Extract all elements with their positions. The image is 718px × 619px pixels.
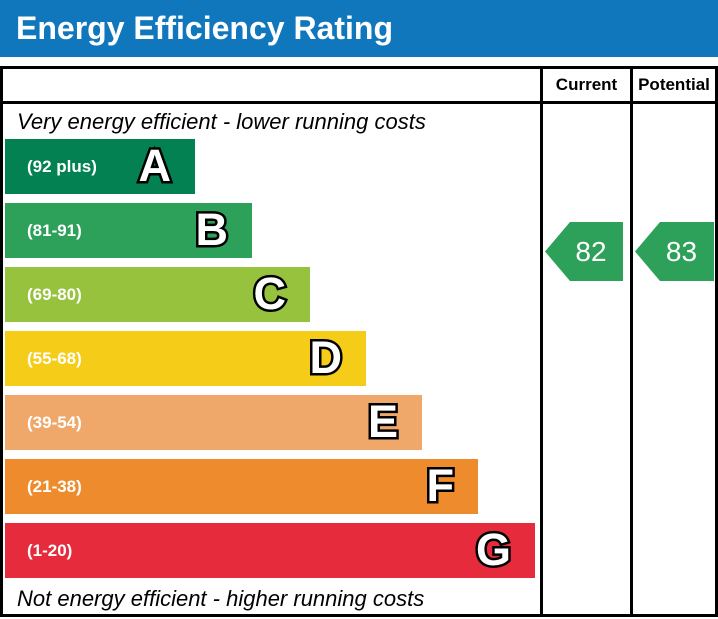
potential-rating-value: 83 (665, 235, 698, 267)
band-bar-e: (39-54) E E (5, 394, 422, 450)
current-column-divider (540, 69, 543, 614)
band-letter-text: E (367, 396, 398, 447)
potential-arrow-shape (635, 222, 714, 281)
band-letter: C C (251, 266, 288, 322)
band-letter-text: D (309, 332, 343, 383)
rating-table: Current Potential Very energy efficient … (0, 66, 718, 617)
current-column-header: Current (555, 75, 618, 94)
band-bar-d: (55-68) D D (5, 330, 366, 386)
band-letter-outline: A (136, 138, 173, 194)
band-range-label: (92 plus) (27, 156, 97, 176)
title-bar: Energy Efficiency Rating (0, 0, 718, 57)
band-letter-outline: C (251, 266, 288, 322)
band-letter-text: B (195, 204, 229, 255)
band-row: (69-80) C C (5, 266, 539, 322)
band-letter: A A (136, 138, 173, 194)
current-rating-arrow: 82 (545, 222, 623, 281)
band-range-label: (21-38) (27, 476, 82, 496)
band-letter-outline: G (473, 522, 513, 578)
band-bar-g: (1-20) G G (5, 522, 535, 578)
page-title: Energy Efficiency Rating (16, 10, 393, 46)
bottom-note: Not energy efficient - higher running co… (17, 586, 425, 611)
band-scale: (92 plus) A A (81-91) B B (69-80) C C (5… (5, 138, 539, 578)
band-row: (81-91) B B (5, 202, 539, 258)
band-letter-outline: F (424, 458, 456, 514)
band-bar-c: (69-80) C C (5, 266, 310, 322)
band-letter-outline: E (365, 394, 400, 450)
band-letter: E E (365, 394, 400, 450)
band-letter: F F (424, 458, 456, 514)
potential-column-divider (630, 69, 633, 614)
band-letter: B B (193, 202, 230, 258)
band-letter: D D (307, 330, 344, 386)
current-arrow-shape (545, 222, 623, 281)
header-row-divider (3, 101, 715, 104)
band-bar-f: (21-38) F F (5, 458, 478, 514)
band-bar-a: (92 plus) A A (5, 138, 195, 194)
band-letter-text: G (475, 524, 511, 575)
band-row: (1-20) G G (5, 522, 539, 578)
band-letter-text: F (426, 460, 455, 511)
potential-rating-arrow: 83 (635, 222, 714, 281)
band-letter-outline: D (307, 330, 344, 386)
band-letter-outline: B (193, 202, 230, 258)
band-range-label: (1-20) (27, 540, 73, 560)
band-range-label: (69-80) (27, 284, 82, 304)
band-bar-b: (81-91) B B (5, 202, 252, 258)
top-note: Very energy efficient - lower running co… (17, 109, 426, 134)
band-letter: G G (473, 522, 513, 578)
band-row: (39-54) E E (5, 394, 539, 450)
band-range-label: (55-68) (27, 348, 82, 368)
band-range-label: (39-54) (27, 412, 82, 432)
band-row: (92 plus) A A (5, 138, 539, 194)
band-letter-text: C (253, 268, 287, 319)
band-letter-text: A (138, 140, 172, 191)
band-row: (55-68) D D (5, 330, 539, 386)
band-row: (21-38) F F (5, 458, 539, 514)
current-rating-value: 82 (575, 235, 607, 267)
band-range-label: (81-91) (27, 220, 82, 240)
potential-column-header: Potential (638, 75, 710, 94)
